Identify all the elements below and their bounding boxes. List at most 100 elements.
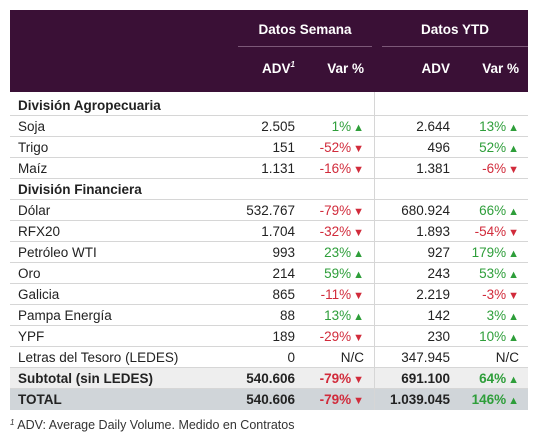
- section-title: División Agropecuaria: [18, 97, 161, 113]
- var-cell: -52% ▼: [300, 140, 364, 155]
- adv-value: 2.505: [261, 118, 295, 134]
- var-cell-value: -79%: [319, 370, 352, 386]
- triangle-down-icon: ▼: [353, 205, 364, 218]
- triangle-up-icon: ▲: [353, 121, 364, 134]
- triangle-up-icon: ▲: [508, 373, 519, 386]
- var-cell: 13% ▲: [300, 308, 364, 323]
- section-header: División Agropecuaria: [10, 95, 528, 116]
- var-ytd-cell-value: -54%: [474, 223, 507, 239]
- var-ytd-cell-value: 10%: [479, 328, 507, 344]
- var-ytd-cell: -6% ▼: [450, 161, 519, 176]
- adv-value: 189: [272, 328, 295, 344]
- var-ytd-cell: 179% ▲: [450, 245, 519, 260]
- var-cell-value: -32%: [319, 223, 352, 239]
- adv-value: 865: [272, 286, 295, 302]
- column-header-var: Var %: [327, 61, 364, 76]
- triangle-down-icon: ▼: [353, 289, 364, 302]
- var-ytd-cell: 53% ▲: [450, 266, 519, 281]
- var-cell: 59% ▲: [300, 266, 364, 281]
- adv-ytd-value: 142: [427, 307, 450, 323]
- triangle-down-icon: ▼: [508, 163, 519, 176]
- table-row: Pampa Energía 88 13% ▲ 142 3% ▲: [10, 305, 528, 326]
- subtotal-row: Subtotal (sin LEDES) 540.606 -79% ▼ 691.100 6…: [10, 368, 528, 389]
- var-ytd-cell-value: 146%: [471, 392, 507, 407]
- adv-value: 0: [287, 349, 295, 365]
- footnote-text: ADV: Average Daily Volume. Medido en Con…: [17, 418, 295, 432]
- adv-ytd-value: 1.039.045: [389, 392, 450, 407]
- var-cell: 1% ▲: [300, 119, 364, 134]
- table-row: Oro 214 59% ▲ 243 53% ▲: [10, 263, 528, 284]
- triangle-up-icon: ▲: [353, 247, 364, 260]
- triangle-down-icon: ▼: [353, 163, 364, 176]
- footnote-mark: 1: [290, 60, 295, 69]
- row-name: Pampa Energía: [18, 307, 112, 323]
- table-row: Letras del Tesoro (LEDES) 0 N/C 347.945 N/C: [10, 347, 528, 368]
- table-row: Soja 2.505 1% ▲ 2.644 13% ▲: [10, 116, 528, 137]
- row-name: YPF: [18, 328, 45, 344]
- footnote-mark: 1: [10, 418, 15, 427]
- adv-ytd-value: 243: [427, 265, 450, 281]
- table-row: Maíz 1.131 -16% ▼ 1.381 -6% ▼: [10, 158, 528, 179]
- var-ytd-cell-value: 13%: [479, 118, 507, 134]
- footnote: 1 ADV: Average Daily Volume. Medido en C…: [10, 418, 294, 432]
- table-header: Datos Semana Datos YTD ADV1 Var % ADV Va…: [10, 10, 528, 92]
- triangle-up-icon: ▲: [508, 268, 519, 281]
- row-name: RFX20: [18, 223, 61, 239]
- var-cell-value: -79%: [319, 202, 352, 218]
- group-header-semana: Datos Semana: [258, 22, 352, 37]
- adv-ytd-value: 691.100: [401, 370, 450, 386]
- var-ytd-cell: -54% ▼: [450, 224, 519, 239]
- var-ytd-cell: -3% ▼: [450, 287, 519, 302]
- row-name: Trigo: [18, 139, 49, 155]
- adv-value: 993: [272, 244, 295, 260]
- triangle-down-icon: ▼: [353, 226, 364, 239]
- var-cell-value: -16%: [319, 160, 352, 176]
- var-cell-value: -79%: [319, 392, 352, 407]
- adv-value: 532.767: [246, 202, 295, 218]
- var-ytd-cell: 64% ▲: [450, 371, 519, 386]
- var-cell: -79% ▼: [300, 371, 364, 386]
- var-cell-value: -29%: [319, 328, 352, 344]
- var-ytd-cell-value: 52%: [479, 139, 507, 155]
- column-divider: [374, 92, 375, 410]
- adv-ytd-value: 347.945: [401, 349, 450, 365]
- var-cell-value: -52%: [319, 139, 352, 155]
- var-cell-value: -11%: [320, 286, 352, 302]
- row-name: Galicia: [18, 286, 60, 302]
- var-ytd-cell-value: 3%: [486, 307, 507, 323]
- triangle-down-icon: ▼: [353, 142, 364, 155]
- var-ytd-cell-value: -6%: [482, 160, 507, 176]
- table-row: YPF 189 -29% ▼ 230 10% ▲: [10, 326, 528, 347]
- var-cell: N/C: [300, 350, 364, 365]
- triangle-down-icon: ▼: [353, 373, 364, 386]
- group-header-ytd: Datos YTD: [420, 22, 489, 37]
- triangle-up-icon: ▲: [353, 310, 364, 323]
- adv-value: 1.704: [261, 223, 295, 239]
- adv-value: 214: [272, 265, 295, 281]
- row-name: Letras del Tesoro (LEDES): [18, 349, 179, 365]
- triangle-up-icon: ▲: [508, 121, 519, 134]
- var-cell: -32% ▼: [300, 224, 364, 239]
- triangle-up-icon: ▲: [508, 142, 519, 155]
- var-ytd-cell-value: 64%: [479, 370, 507, 386]
- adv-ytd-value: 1.381: [416, 160, 450, 176]
- var-ytd-cell: N/C: [450, 350, 519, 365]
- table-row: Dólar 532.767 -79% ▼ 680.924 66% ▲: [10, 200, 528, 221]
- var-ytd-cell-value: 179%: [471, 244, 507, 260]
- row-name: Oro: [18, 265, 41, 281]
- var-ytd-cell: 10% ▲: [450, 329, 519, 344]
- row-name: TOTAL: [18, 392, 62, 407]
- volume-table: Datos Semana Datos YTD ADV1 Var % ADV Va…: [10, 10, 528, 410]
- var-ytd-cell-value: 66%: [479, 202, 507, 218]
- triangle-up-icon: ▲: [508, 205, 519, 218]
- var-ytd-cell: 52% ▲: [450, 140, 519, 155]
- var-ytd-cell-value: N/C: [495, 349, 519, 365]
- table-body: División Agropecuaria Soja 2.505 1% ▲ 2.644 13…: [10, 92, 528, 410]
- column-header-adv: ADV1: [235, 60, 295, 76]
- row-name: Subtotal (sin LEDES): [18, 370, 153, 386]
- table-row: Galicia 865 -11% ▼ 2.219 -3% ▼: [10, 284, 528, 305]
- var-cell: -79% ▼: [300, 392, 364, 407]
- triangle-down-icon: ▼: [508, 289, 519, 302]
- adv-ytd-value: 1.893: [416, 223, 450, 239]
- var-ytd-cell-value: 53%: [479, 265, 507, 281]
